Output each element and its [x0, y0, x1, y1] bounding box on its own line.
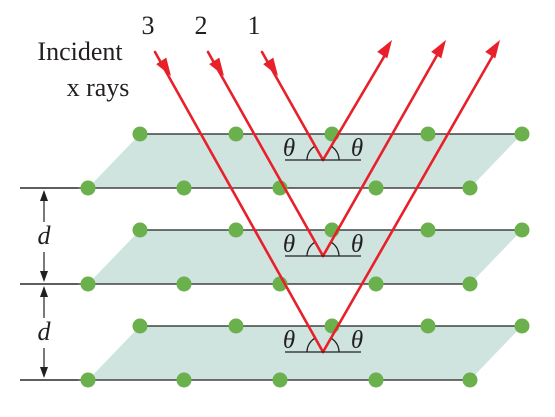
ray-number-1: 1 — [248, 11, 261, 40]
x-ray-paths — [153, 40, 500, 354]
atom — [368, 372, 384, 388]
ray-1-reflected — [321, 48, 390, 162]
crystal-planes — [20, 126, 530, 388]
plane-surface — [88, 230, 522, 284]
spacing-label-upper: d — [38, 221, 52, 250]
atom — [514, 222, 530, 238]
atom — [176, 180, 192, 196]
atom — [368, 180, 384, 196]
theta-label-right: θ — [351, 327, 363, 354]
theta-label-right: θ — [351, 231, 363, 258]
theta-label-left: θ — [283, 231, 295, 258]
atom — [80, 276, 96, 292]
crystal-plane — [20, 318, 530, 388]
angle-arc-left — [306, 242, 315, 257]
angle-arc-right — [331, 338, 340, 353]
ray-2-incident — [206, 50, 325, 258]
ray-2-incident-arrowhead-icon — [209, 57, 224, 76]
crystal-plane — [20, 126, 530, 196]
atom — [462, 372, 478, 388]
ray-3-incident — [153, 50, 325, 354]
ray-2-reflected-arrowhead-icon — [431, 40, 446, 59]
theta-label-right: θ — [351, 135, 363, 162]
arrowhead-up-icon — [40, 190, 48, 201]
angle-marks: θ θθ θθ θ — [283, 135, 363, 354]
atom — [132, 222, 148, 238]
angle-arc-left — [306, 338, 315, 353]
plane-spacing-markers: d d — [20, 187, 78, 381]
angle-arc-left — [306, 146, 315, 161]
atom — [228, 222, 244, 238]
spacing-label-lower: d — [38, 317, 52, 346]
atom — [272, 372, 288, 388]
incident-label-line-2: x rays — [67, 73, 130, 102]
ray-3-reflected-arrowhead-icon — [485, 40, 500, 59]
atom — [420, 318, 436, 334]
ray-3-incident-arrowhead-icon — [156, 57, 171, 76]
atom — [514, 318, 530, 334]
atom — [176, 372, 192, 388]
atom — [80, 372, 96, 388]
atom — [132, 126, 148, 142]
angle-arc-right — [331, 242, 340, 257]
incident-label-line-1: Incident — [37, 37, 123, 66]
ray-2-reflected — [321, 48, 442, 258]
atom — [80, 180, 96, 196]
atom — [228, 318, 244, 334]
atom — [368, 276, 384, 292]
theta-label-left: θ — [283, 327, 295, 354]
atom — [420, 222, 436, 238]
crystal-plane — [20, 222, 530, 292]
ray-number-3: 3 — [142, 11, 155, 40]
ray-number-2: 2 — [195, 11, 208, 40]
angle-arc-right — [331, 146, 340, 161]
atom — [176, 276, 192, 292]
atom — [462, 180, 478, 196]
atom — [228, 126, 244, 142]
ray-3-reflected — [321, 48, 498, 354]
arrowhead-down-icon — [40, 367, 48, 378]
plane-surface — [88, 326, 522, 380]
atom — [132, 318, 148, 334]
ray-1-incident-arrowhead-icon — [263, 57, 278, 76]
plane-surface — [88, 134, 522, 188]
theta-label-left: θ — [283, 135, 295, 162]
atom — [462, 276, 478, 292]
arrowhead-down-icon — [40, 271, 48, 282]
ray-1-reflected-arrowhead-icon — [377, 40, 392, 59]
atom — [420, 126, 436, 142]
atom — [514, 126, 530, 142]
arrowhead-up-icon — [40, 286, 48, 297]
